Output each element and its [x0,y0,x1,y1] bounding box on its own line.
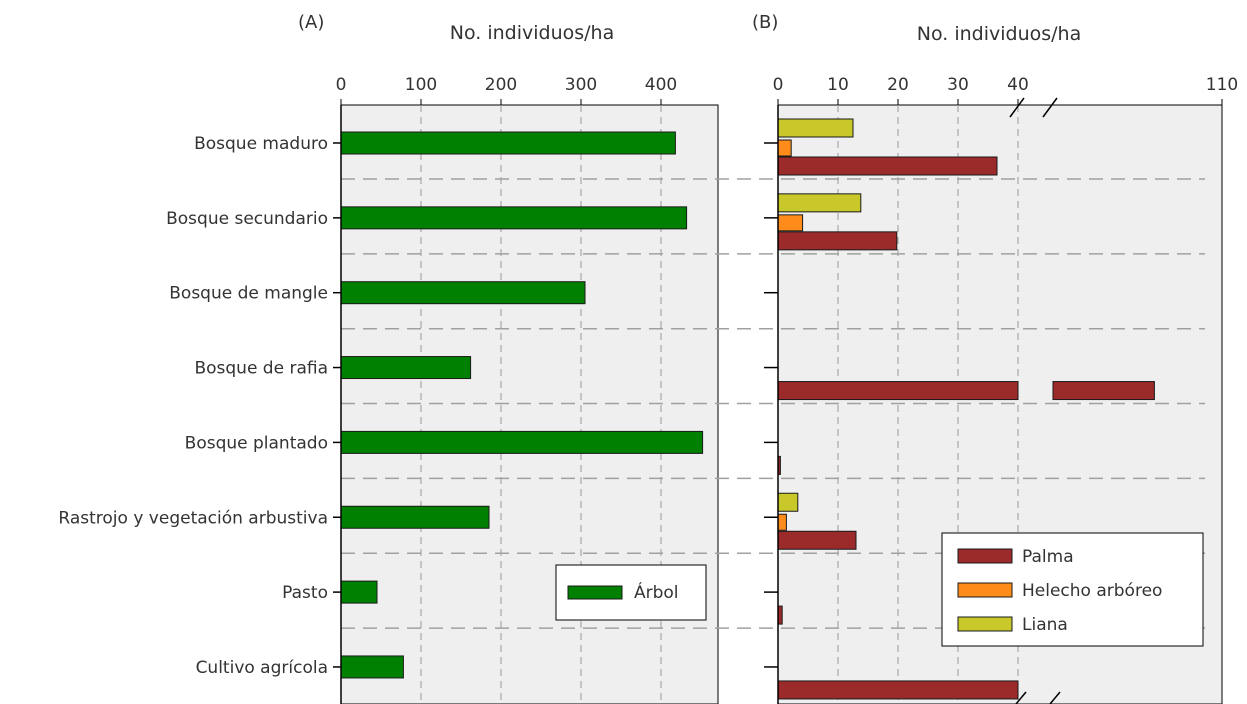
axis-break-mark-top-left [1009,97,1025,118]
category-label-bosque-maduro: Bosque maduro [194,134,328,154]
bar-palma-bosque-secundario [777,231,898,251]
legend-b-swatch-palma [957,548,1013,564]
bar-palma-rastrojo-y-vegetacion-arbustiva [777,530,857,550]
legend-b-label-helecho-arboreo: Helecho arbóreo [1022,581,1162,601]
category-label-bosque-de-mangle: Bosque de mangle [169,284,328,304]
panel-a-xtick-label-100: 100 [405,75,437,95]
bar-arbol-bosque-plantado [340,430,704,454]
bar-liana-bosque-maduro [777,118,854,138]
bar-arbol-cultivo-agricola [340,655,404,679]
category-label-bosque-secundario: Bosque secundario [166,209,328,229]
category-label-bosque-plantado: Bosque plantado [185,433,328,453]
panel-b-xtick-label-110: 110 [1206,75,1238,95]
panel-b-xlabel: No. individuos/ha [917,23,1081,45]
bar-helecho-arboreo-rastrojo-y-vegetacion-arbustiva [777,513,787,531]
bar-helecho-arboreo-bosque-maduro [777,139,792,157]
axis-break-mark-bottom-left [1015,691,1027,704]
bar-arbol-bosque-de-rafia [340,356,472,380]
bar-arbol-bosque-de-mangle [340,281,586,305]
panel-a-xtick-label-300: 300 [565,75,597,95]
panel-b-xtick-label-10: 10 [827,75,849,95]
panel-a-xtick-label-0: 0 [336,75,347,95]
category-label-pasto: Pasto [282,583,328,603]
legend-b-label-palma: Palma [1022,547,1074,567]
panel-b-xtick-label-30: 30 [947,75,969,95]
category-label-bosque-de-rafia: Bosque de rafia [194,359,328,379]
axis-break-mark-bottom-right [1049,691,1061,704]
bar-palma-bosque-de-rafia-part1 [777,381,1019,401]
bar-palma-bosque-de-rafia-part2 [1052,381,1155,401]
bar-liana-bosque-secundario [777,193,862,213]
legend-b-swatch-helecho-arboreo [957,582,1013,598]
legend-a-label-arbol: Árbol [634,581,679,603]
bar-helecho-arboreo-bosque-secundario [777,214,804,232]
panel-a-xlabel: No. individuos/ha [450,22,614,44]
bar-palma-cultivo-agricola [777,680,1019,700]
category-label-rastrojo-y-vegetacion-arbustiva: Rastrojo y vegetación arbustiva [58,508,328,528]
panel-b-label: (B) [752,12,778,33]
legend-a-swatch-arbol [567,585,623,600]
panel-b-xtick-label-40: 40 [1007,75,1029,95]
category-label-cultivo-agricola: Cultivo agrícola [196,658,328,678]
panel-a-xtick-label-400: 400 [645,75,677,95]
legend-b-swatch-liana [957,616,1013,632]
bar-palma-bosque-maduro [777,156,998,176]
panel-a-label: (A) [298,12,324,33]
axis-break-mark-top-right [1042,97,1058,118]
panel-a-xtick-label-200: 200 [485,75,517,95]
bar-liana-rastrojo-y-vegetacion-arbustiva [777,492,799,512]
panel-b-xtick-label-0: 0 [773,75,784,95]
panel-b-xtick-label-20: 20 [887,75,909,95]
bar-arbol-bosque-secundario [340,206,688,230]
bar-arbol-bosque-maduro [340,131,676,155]
legend-b-label-liana: Liana [1022,615,1068,635]
bar-arbol-rastrojo-y-vegetacion-arbustiva [340,505,490,529]
bar-arbol-pasto [340,580,378,604]
